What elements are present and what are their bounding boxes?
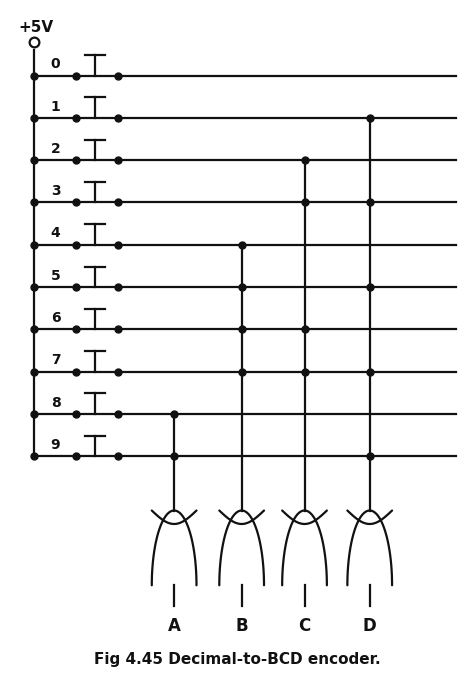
Text: 8: 8 [51,396,61,409]
Text: +5V: +5V [18,20,53,35]
Text: C: C [299,617,310,635]
Text: A: A [168,617,181,635]
Text: 5: 5 [51,269,61,283]
Text: 6: 6 [51,311,60,325]
Text: Fig 4.45 Decimal-to-BCD encoder.: Fig 4.45 Decimal-to-BCD encoder. [94,652,380,667]
Text: 9: 9 [51,438,60,452]
Text: 2: 2 [51,142,61,156]
Text: 7: 7 [51,354,60,367]
Text: 3: 3 [51,184,60,198]
Text: B: B [236,617,248,635]
Text: 4: 4 [51,226,61,241]
Text: D: D [363,617,376,635]
Text: 0: 0 [51,57,60,72]
Text: 1: 1 [51,100,61,114]
